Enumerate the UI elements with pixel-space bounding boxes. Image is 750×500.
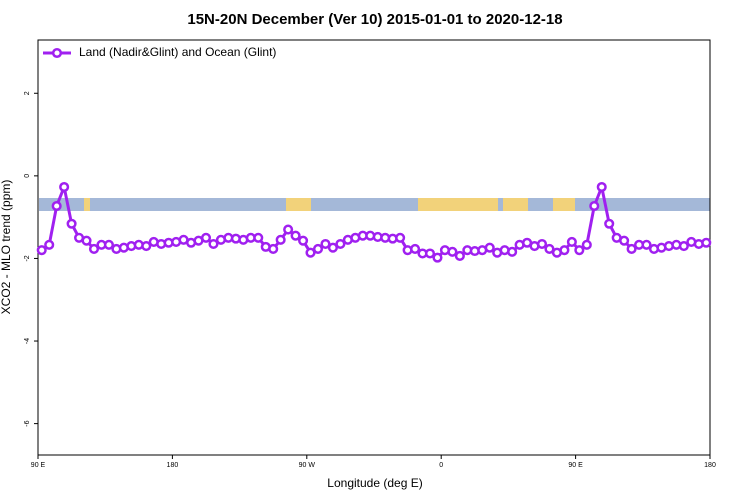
y-tick-label: 0 bbox=[24, 174, 31, 178]
legend-marker bbox=[51, 47, 63, 59]
data-point bbox=[574, 245, 585, 256]
legend-label: Land (Nadir&Glint) and Ocean (Glint) bbox=[79, 45, 276, 59]
data-point bbox=[641, 239, 652, 250]
data-point bbox=[200, 232, 212, 243]
data-point bbox=[484, 242, 495, 253]
data-point bbox=[66, 218, 77, 229]
data-point bbox=[596, 181, 607, 193]
data-point bbox=[678, 241, 689, 252]
data-point bbox=[51, 200, 62, 212]
y-tick-label: -2 bbox=[24, 255, 31, 261]
data-point bbox=[507, 246, 518, 257]
data-point bbox=[268, 243, 279, 254]
data-point bbox=[305, 247, 316, 258]
y-tick-label: -4 bbox=[24, 338, 31, 344]
x-tick-label: 90 E bbox=[568, 462, 583, 469]
y-tick-label: 2 bbox=[24, 91, 31, 95]
data-point bbox=[283, 224, 294, 235]
data-point bbox=[327, 242, 338, 253]
data-point bbox=[410, 243, 421, 254]
data-point bbox=[559, 245, 570, 256]
x-tick-label: 180 bbox=[167, 462, 179, 469]
data-point bbox=[619, 235, 630, 246]
data-point bbox=[424, 248, 436, 259]
data-point bbox=[566, 236, 577, 247]
data-point bbox=[290, 230, 301, 241]
data-point bbox=[88, 243, 100, 254]
data-point bbox=[335, 238, 346, 250]
data-point bbox=[44, 239, 55, 250]
data-point bbox=[81, 235, 92, 246]
data-point bbox=[701, 237, 712, 248]
data-point bbox=[312, 243, 324, 254]
data-point bbox=[395, 232, 406, 243]
data-point bbox=[275, 234, 286, 245]
data-point bbox=[432, 252, 443, 263]
x-tick-label: 90 W bbox=[299, 462, 316, 469]
y-axis-label: XCO2 - MLO trend (ppm) bbox=[0, 180, 13, 315]
data-point bbox=[454, 250, 465, 262]
data-point bbox=[298, 235, 309, 246]
data-point bbox=[103, 239, 114, 250]
data-point bbox=[589, 200, 600, 212]
chart-title: 15N-20N December (Ver 10) 2015-01-01 to … bbox=[187, 11, 562, 28]
data-point bbox=[320, 238, 331, 250]
x-tick-label: 0 bbox=[439, 462, 443, 469]
data-point bbox=[626, 243, 637, 254]
map-strip bbox=[39, 198, 710, 211]
y-tick-label: -6 bbox=[24, 420, 31, 426]
data-point bbox=[604, 218, 615, 229]
x-tick-label: 180 bbox=[704, 462, 716, 469]
x-tick-label: 90 E bbox=[31, 462, 46, 469]
data-point bbox=[36, 245, 47, 256]
data-point bbox=[536, 238, 548, 250]
data-point bbox=[447, 246, 458, 257]
data-point bbox=[581, 239, 592, 250]
data-point bbox=[544, 243, 555, 254]
x-axis-label: Longitude (deg E) bbox=[327, 476, 422, 490]
data-point bbox=[141, 241, 152, 252]
data-point bbox=[253, 232, 264, 243]
data-point bbox=[208, 238, 219, 250]
data-point bbox=[59, 181, 70, 193]
